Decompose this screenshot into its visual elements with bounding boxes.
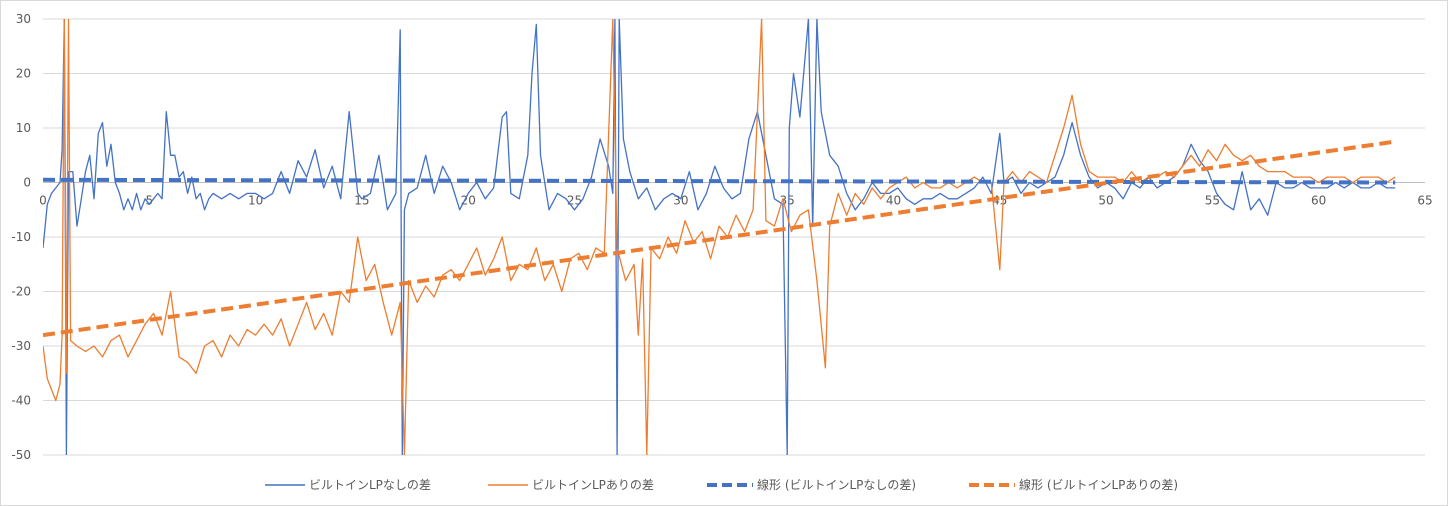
data-series-0 — [43, 19, 1396, 455]
legend-label: ビルトインLPありの差 — [532, 478, 654, 492]
y-tick-label: 20 — [16, 67, 31, 81]
y-tick-label: 10 — [16, 121, 31, 135]
x-tick-label: 65 — [1417, 194, 1432, 208]
y-tick-label: -50 — [11, 448, 31, 462]
y-tick-label: -10 — [11, 230, 31, 244]
trendline-series-2 — [43, 177, 1396, 185]
trendline-series-3 — [43, 139, 1396, 338]
x-tick-label: 40 — [886, 194, 901, 208]
y-tick-label: -20 — [11, 285, 31, 299]
y-tick-label: -30 — [11, 339, 31, 353]
gridlines — [43, 18, 1425, 456]
series-lines — [43, 19, 1396, 455]
x-tick-label: 55 — [1205, 194, 1220, 208]
legend-label: ビルトインLPなしの差 — [309, 478, 431, 492]
x-tick-label: 20 — [461, 194, 476, 208]
x-tick-label: 50 — [1098, 194, 1113, 208]
legend-label: 線形 (ビルトインLPありの差) — [1019, 477, 1178, 492]
y-tick-label: 0 — [23, 176, 31, 190]
x-tick-label: 0 — [39, 194, 47, 208]
x-tick-label: 10 — [248, 194, 263, 208]
x-tick-label: 5 — [145, 194, 153, 208]
legend: ビルトインLPなしの差 ビルトインLPありの差 線形 (ビルトインLPなしの差) 線形… — [265, 477, 1178, 492]
y-tick-label: 30 — [16, 12, 31, 26]
legend-label: 線形 (ビルトインLPなしの差) — [757, 477, 916, 492]
x-tick-label: 60 — [1311, 194, 1326, 208]
y-tick-label: -40 — [11, 394, 31, 408]
y-axis-ticks: 30 20 10 0 -10 -20 -30 -40 -50 — [11, 12, 31, 462]
x-tick-label: 25 — [567, 194, 582, 208]
